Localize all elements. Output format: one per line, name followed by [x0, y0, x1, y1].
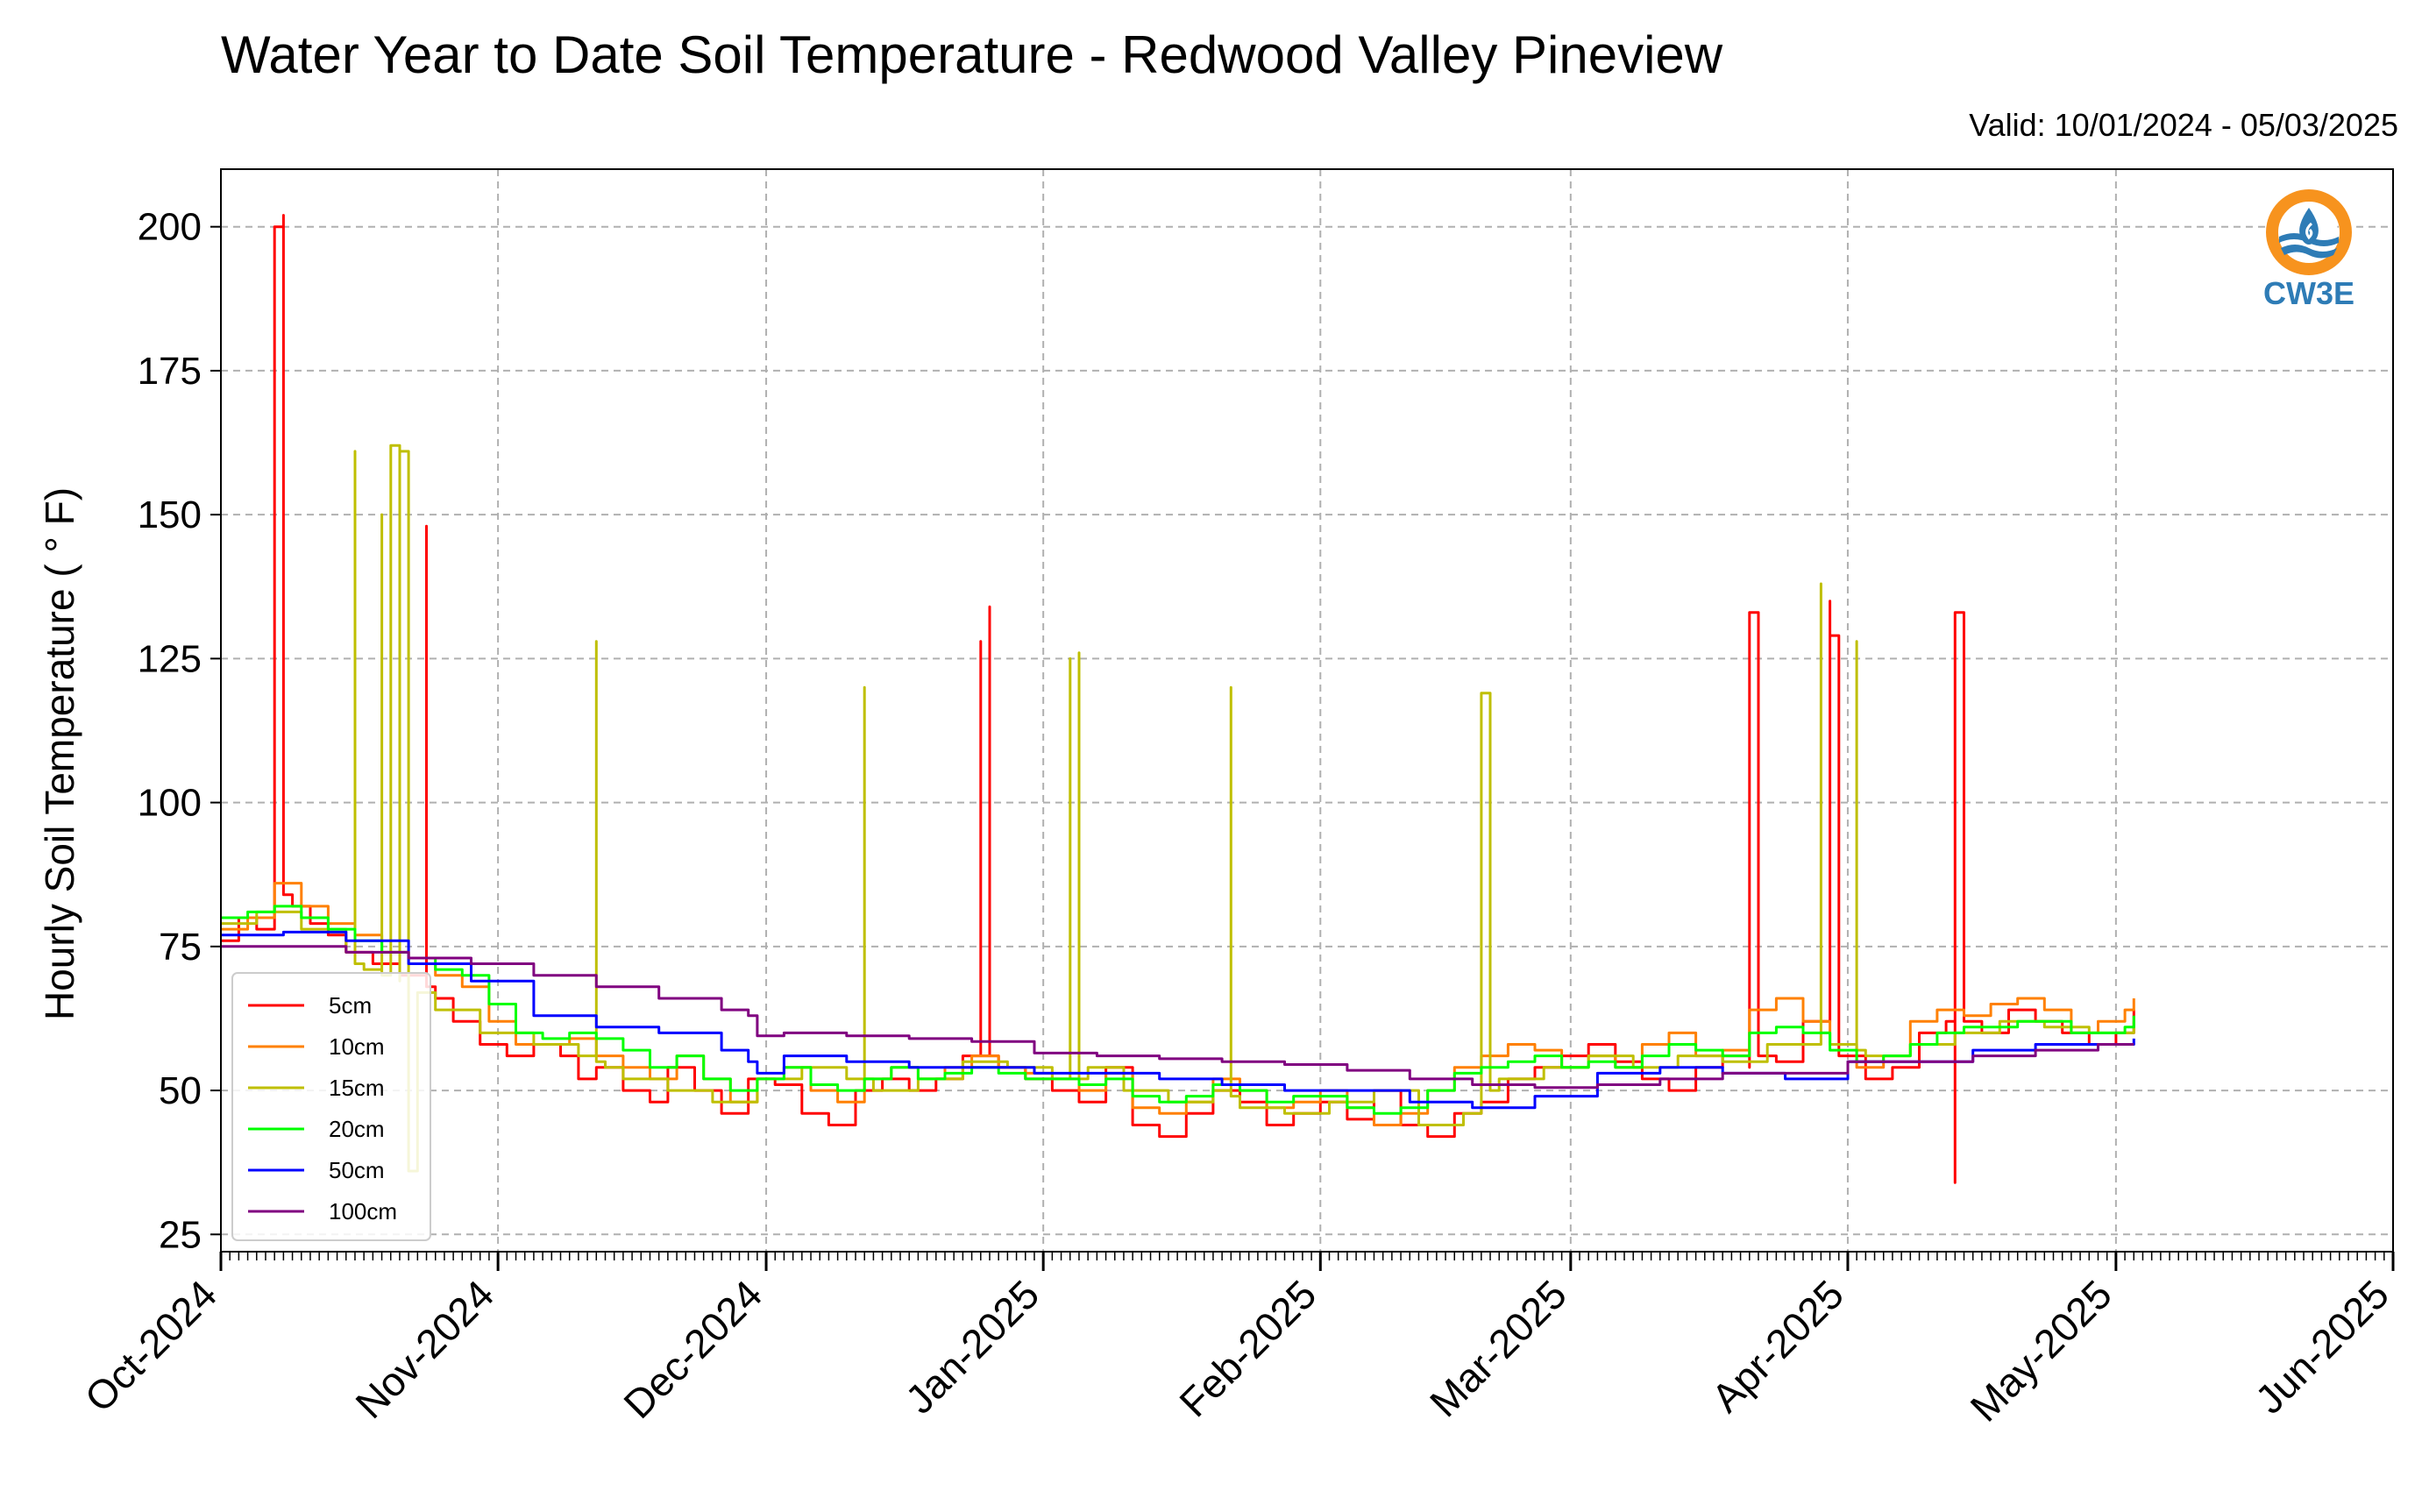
y-tick-label: 125 [138, 637, 202, 680]
x-tick-label: Apr-2025 [1702, 1271, 1852, 1421]
legend-label-5cm: 5cm [329, 992, 372, 1019]
y-tick-label: 200 [138, 206, 202, 249]
y-tick-label: 25 [159, 1213, 202, 1256]
y-tick-label: 75 [159, 926, 202, 969]
x-tick-label: Dec-2024 [614, 1271, 771, 1427]
y-axis-label: Hourly Soil Temperature ( ° F) [37, 486, 82, 1021]
y-tick-label: 50 [159, 1069, 202, 1112]
x-tick-label: Feb-2025 [1170, 1271, 1325, 1425]
plot-frame [220, 168, 2394, 1253]
chart-subtitle-valid-range: Valid: 10/01/2024 - 05/03/2025 [1969, 107, 2398, 143]
y-tick-label: 100 [138, 782, 202, 825]
series-line-100cm [221, 945, 2134, 1090]
legend-label-10cm: 10cm [329, 1033, 385, 1060]
legend-box [231, 972, 431, 1241]
series-line-5cm [221, 214, 2135, 1184]
x-tick-label: Oct-2024 [76, 1271, 226, 1421]
x-tick-label: May-2025 [1962, 1271, 2120, 1430]
y-tick-label: 150 [138, 493, 202, 536]
logo-text: CW3E [2263, 275, 2354, 311]
x-tick-label: Mar-2025 [1421, 1271, 1575, 1425]
series-line-50cm [221, 930, 2135, 1110]
legend-label-100cm: 100cm [329, 1198, 397, 1225]
series-line-20cm [221, 905, 2135, 1115]
x-tick-label: Jan-2025 [897, 1271, 1048, 1422]
legend-label-50cm: 50cm [329, 1157, 385, 1183]
logo-ring [2266, 189, 2352, 275]
x-minor-ticks [220, 1252, 2394, 1260]
x-axis: Oct-2024 Nov-2024 Dec-2024 Jan-2025 Feb-2025… [76, 1252, 2397, 1430]
x-tick-label: Jun-2025 [2247, 1271, 2397, 1422]
x-tick-label: Nov-2024 [346, 1271, 502, 1427]
y-axis: 25 50 75 100 125 150 175 200 [138, 206, 221, 1256]
legend: 5cm 10cm 15cm 20cm 50cm 100cm [231, 972, 431, 1241]
y-tick-label: 175 [138, 350, 202, 393]
logo-water-waves [2279, 233, 2339, 259]
logo-drop-swirl [2305, 222, 2313, 240]
chart-title: Water Year to Date Soil Temperature - Re… [221, 25, 1723, 84]
legend-label-15cm: 15cm [329, 1075, 385, 1101]
legend-label-20cm: 20cm [329, 1116, 385, 1142]
cw3e-logo: CW3E [2263, 189, 2354, 311]
